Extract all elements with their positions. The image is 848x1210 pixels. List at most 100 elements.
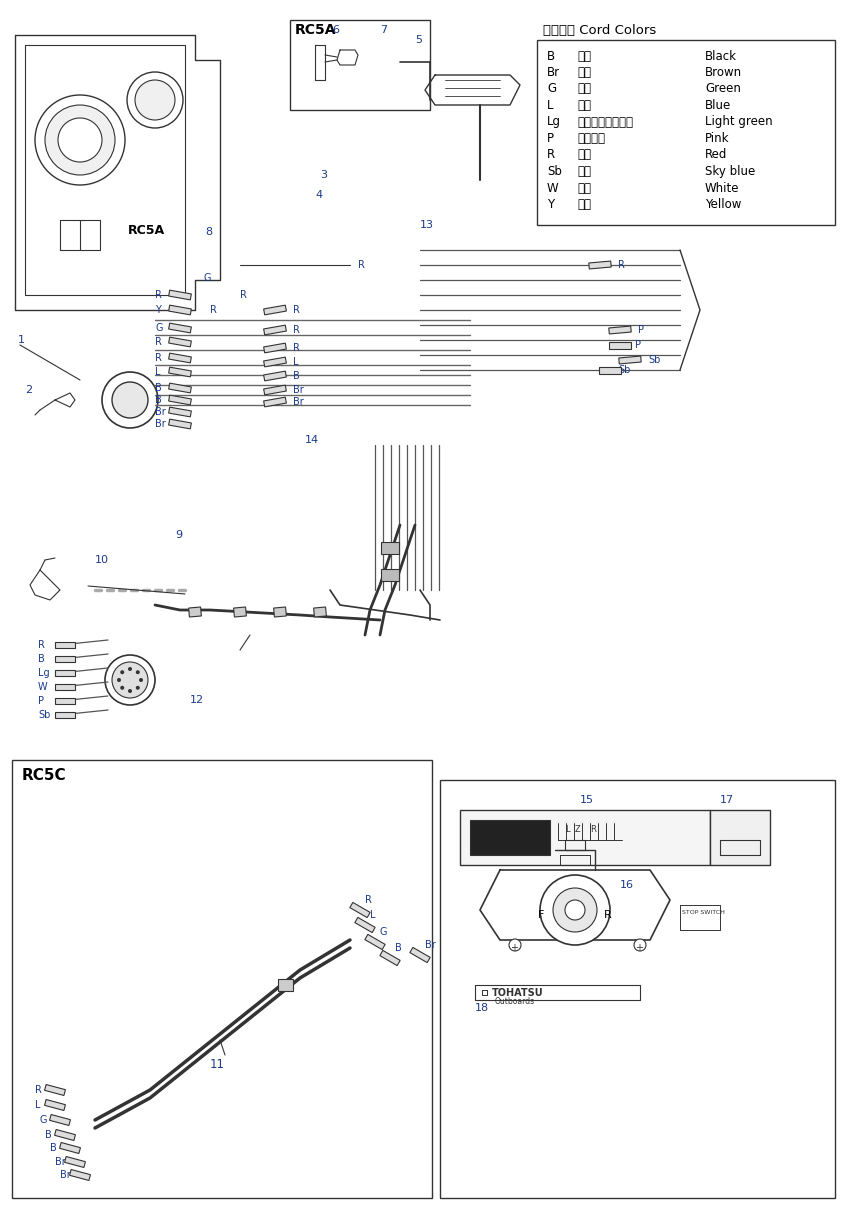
Circle shape (139, 678, 143, 682)
Text: Sky blue: Sky blue (705, 165, 756, 178)
Polygon shape (55, 711, 75, 718)
Circle shape (127, 73, 183, 128)
Bar (440, 780, 835, 1198)
Text: R: R (35, 1085, 42, 1095)
Text: L: L (155, 367, 160, 378)
Text: R: R (604, 910, 611, 920)
Text: G: G (203, 273, 210, 283)
Polygon shape (380, 950, 400, 966)
Polygon shape (55, 684, 75, 690)
Polygon shape (599, 367, 621, 374)
Text: B: B (38, 653, 45, 664)
Text: Sb: Sb (38, 710, 50, 720)
Polygon shape (169, 353, 192, 363)
Text: Red: Red (705, 149, 728, 161)
Text: P: P (38, 696, 44, 705)
Text: P: P (547, 132, 554, 145)
Text: Sb: Sb (648, 355, 661, 365)
Text: Br: Br (293, 397, 304, 407)
Polygon shape (49, 1114, 70, 1125)
Text: +: + (510, 943, 518, 953)
Text: 17: 17 (720, 795, 734, 805)
Text: 3: 3 (320, 169, 327, 180)
Polygon shape (264, 385, 287, 394)
Polygon shape (45, 1100, 65, 1111)
Circle shape (112, 382, 148, 417)
Text: コード色 Cord Colors: コード色 Cord Colors (543, 23, 656, 36)
Text: 6: 6 (332, 25, 339, 35)
Text: B: B (155, 394, 162, 405)
Text: Sb: Sb (547, 165, 562, 178)
Text: R: R (155, 290, 162, 300)
Polygon shape (59, 1142, 81, 1153)
Polygon shape (45, 1084, 65, 1095)
Circle shape (553, 888, 597, 932)
Circle shape (35, 96, 125, 185)
Text: Lg: Lg (38, 668, 50, 678)
Text: 8: 8 (205, 227, 212, 237)
Text: Br: Br (60, 1170, 70, 1180)
Text: 10: 10 (95, 555, 109, 565)
Text: R: R (293, 325, 300, 335)
Circle shape (112, 662, 148, 698)
Text: ：青: ：青 (577, 99, 591, 113)
Text: 7: 7 (380, 25, 388, 35)
Text: Br: Br (425, 940, 436, 950)
Circle shape (105, 655, 155, 705)
Text: TOHATSU: TOHATSU (492, 989, 544, 998)
Polygon shape (64, 1157, 86, 1168)
Text: Br: Br (55, 1157, 66, 1166)
Text: 15: 15 (580, 795, 594, 805)
Text: RC5C: RC5C (22, 767, 67, 783)
Text: Light green: Light green (705, 115, 773, 128)
Text: F: F (538, 910, 544, 920)
Text: ：黒: ：黒 (577, 50, 591, 63)
Text: R: R (358, 260, 365, 270)
Polygon shape (264, 397, 287, 407)
Text: Y: Y (547, 198, 554, 211)
Text: G: G (547, 82, 556, 96)
Circle shape (120, 670, 124, 674)
Polygon shape (365, 934, 385, 950)
Polygon shape (609, 325, 631, 334)
Polygon shape (169, 407, 192, 417)
Text: 16: 16 (620, 880, 634, 891)
Text: W: W (38, 682, 47, 692)
Polygon shape (169, 396, 192, 405)
Text: P: P (635, 340, 641, 350)
Text: Z: Z (575, 825, 581, 835)
Text: R: R (293, 305, 300, 315)
Text: R: R (240, 290, 247, 300)
Text: R: R (155, 338, 162, 347)
Polygon shape (169, 419, 192, 428)
Text: W: W (547, 182, 559, 195)
Text: R: R (155, 353, 162, 363)
Text: RC5A: RC5A (128, 224, 165, 236)
Polygon shape (54, 1129, 75, 1141)
Text: Sb: Sb (618, 365, 630, 375)
Text: 14: 14 (305, 436, 319, 445)
Text: 1: 1 (18, 335, 25, 345)
Circle shape (540, 875, 610, 945)
Polygon shape (169, 338, 192, 347)
Text: B: B (395, 943, 402, 953)
Text: STOP SWITCH: STOP SWITCH (682, 910, 725, 915)
Text: G: G (380, 927, 388, 937)
Text: R: R (590, 825, 596, 835)
Polygon shape (234, 607, 247, 617)
Text: Brown: Brown (705, 67, 742, 79)
Polygon shape (55, 656, 75, 662)
Text: 2: 2 (25, 385, 32, 394)
Text: ：茌: ：茌 (577, 67, 591, 79)
Polygon shape (350, 903, 371, 917)
Polygon shape (188, 607, 201, 617)
Text: B: B (547, 50, 555, 63)
Circle shape (58, 119, 102, 162)
Polygon shape (169, 305, 192, 315)
Text: ：黄: ：黄 (577, 198, 591, 211)
Circle shape (128, 667, 132, 672)
Text: R: R (618, 260, 625, 270)
Text: 18: 18 (475, 1003, 489, 1013)
Polygon shape (264, 305, 287, 315)
Text: B: B (293, 371, 299, 381)
